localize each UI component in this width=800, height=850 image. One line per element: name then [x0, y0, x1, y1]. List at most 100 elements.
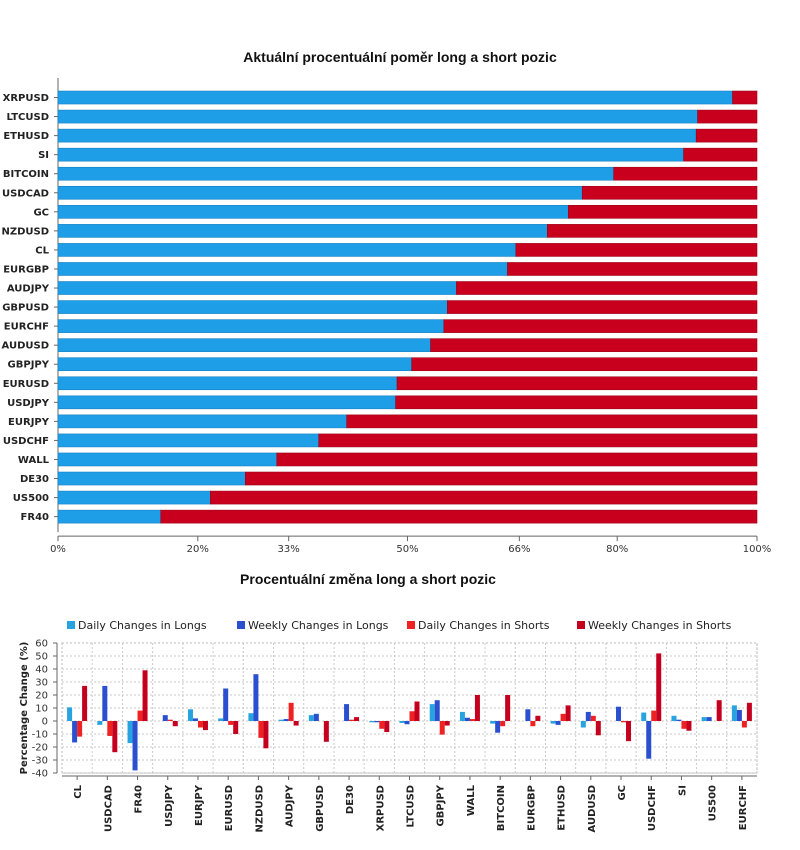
chart1-category-label: EURCHF — [4, 322, 49, 333]
chart1-category-label: NZDUSD — [1, 226, 49, 237]
change-bar-gbpjpy — [434, 700, 440, 721]
chart2-category-label: USDJPY — [164, 784, 175, 827]
chart2-category-label: AUDJPY — [285, 784, 296, 827]
chart2-title: Procentuální změna long a short pozic — [240, 571, 496, 587]
change-bar-nzdusd — [258, 721, 264, 738]
short-bar-usdjpy — [395, 395, 758, 410]
chart2-category-label: LTCUSD — [406, 785, 417, 828]
change-bar-gbpjpy — [444, 721, 450, 726]
change-bar-ethusd — [555, 721, 561, 725]
long-bar-de30 — [57, 471, 246, 486]
change-bar-de30 — [344, 704, 350, 721]
long-short-ratio-chart: Aktuální procentuální poměr long a short… — [1, 49, 771, 555]
change-bar-gbpusd — [323, 721, 329, 742]
legend-swatch — [237, 621, 245, 629]
change-bar-usdjpy — [167, 719, 173, 721]
change-bar-nzdusd — [263, 721, 269, 749]
change-bar-eurchf — [741, 721, 747, 728]
change-bar-cl — [77, 721, 83, 737]
short-bar-us500 — [210, 490, 758, 505]
long-bar-cl — [57, 243, 517, 257]
chart2-y-tick-label: 50 — [35, 652, 48, 663]
change-bar-audusd — [580, 721, 586, 728]
change-bar-wall — [474, 695, 480, 721]
change-bar-gc — [626, 721, 632, 742]
chart1-category-label: LTCUSD — [7, 112, 50, 123]
short-bar-nzdusd — [546, 224, 758, 238]
long-bar-audusd — [57, 338, 431, 352]
change-bar-eurusd — [223, 688, 229, 721]
long-bar-ethusd — [57, 128, 697, 143]
chart1-category-label: XRPUSD — [3, 93, 49, 104]
change-bar-audjpy — [288, 702, 294, 721]
change-bar-nzdusd — [253, 674, 259, 721]
change-bar-bitcoin — [495, 721, 501, 733]
chart2-category-label: BITCOIN — [496, 785, 507, 831]
chart1-category-label: EURGBP — [3, 264, 49, 275]
long-bar-bitcoin — [57, 166, 615, 181]
long-bar-si — [57, 147, 684, 162]
chart1-category-label: GC — [33, 207, 49, 218]
chart2-category-label: USDCAD — [103, 785, 114, 832]
percentage-change-chart: Procentuální změna long a short pozic Da… — [19, 571, 758, 833]
chart2-y-tick-label: -10 — [32, 730, 48, 741]
chart2-category-label: SI — [677, 785, 688, 796]
chart1-category-label: GBPJPY — [8, 360, 50, 371]
chart2-category-label: CL — [73, 784, 84, 798]
chart1-x-tick-label: 33% — [278, 544, 300, 555]
chart2-plot-frame — [61, 642, 758, 774]
change-bar-fr40 — [127, 721, 133, 744]
long-bar-ltcusd — [57, 109, 698, 124]
long-bar-eurgbp — [57, 262, 508, 276]
chart1-x-tick-label: 80% — [606, 544, 628, 555]
long-bar-us500 — [57, 490, 211, 505]
change-bar-usdcad — [112, 721, 118, 753]
change-bar-bitcoin — [505, 695, 511, 721]
chart1-x-tick-label: 66% — [508, 544, 530, 555]
change-bar-fr40 — [142, 670, 148, 721]
short-bar-bitcoin — [613, 166, 758, 181]
change-bar-usdchf — [651, 710, 657, 721]
change-bar-eurjpy — [202, 721, 208, 731]
long-bar-xrpusd — [57, 90, 733, 105]
change-bar-eurgbp — [525, 709, 531, 721]
chart2-y-tick-label: -40 — [32, 769, 48, 780]
long-bar-fr40 — [57, 509, 162, 524]
chart1-category-label: EURJPY — [8, 417, 50, 428]
change-bar-us500 — [701, 717, 707, 721]
change-bar-ethusd — [550, 721, 556, 724]
change-bar-eurusd — [218, 718, 224, 721]
change-bar-audusd — [590, 715, 596, 721]
change-bar-wall — [469, 719, 475, 721]
change-bar-eurjpy — [197, 721, 203, 728]
chart2-y-tick-label: -20 — [32, 743, 48, 754]
chart1-category-label: SI — [38, 150, 49, 161]
chart2-y-tick-label: -30 — [32, 756, 48, 767]
change-bar-xrpusd — [369, 721, 375, 723]
change-bar-audusd — [585, 711, 591, 721]
change-bar-usdchf — [646, 721, 652, 759]
legend-label: Daily Changes in Shorts — [418, 619, 550, 632]
legend-label: Weekly Changes in Shorts — [588, 619, 732, 632]
short-bar-cl — [515, 243, 758, 257]
short-bar-eurchf — [443, 319, 758, 333]
long-bar-gbpusd — [57, 300, 448, 314]
change-bar-us500 — [706, 717, 712, 721]
chart2-category-label: FR40 — [134, 785, 145, 813]
long-bar-eurusd — [57, 376, 398, 391]
chart1-category-label: USDCHF — [3, 436, 49, 447]
change-bar-eurchf — [731, 705, 737, 721]
short-bar-usdcad — [581, 185, 758, 200]
change-bar-ethusd — [565, 705, 571, 721]
chart2-y-tick-label: 60 — [35, 639, 48, 650]
chart2-y-tick-label: 20 — [35, 691, 48, 702]
chart2-y-tick-label: 10 — [35, 704, 48, 715]
change-bar-usdcad — [102, 685, 108, 721]
change-bar-usdchf — [656, 653, 662, 721]
chart1-category-label: BITCOIN — [3, 169, 49, 180]
legend-swatch — [577, 621, 585, 629]
chart2-y-tick-label: 30 — [35, 678, 48, 689]
chart2-y-tick-label: 40 — [35, 665, 48, 676]
change-bar-usdcad — [97, 721, 103, 725]
change-bar-ltcusd — [414, 701, 420, 721]
